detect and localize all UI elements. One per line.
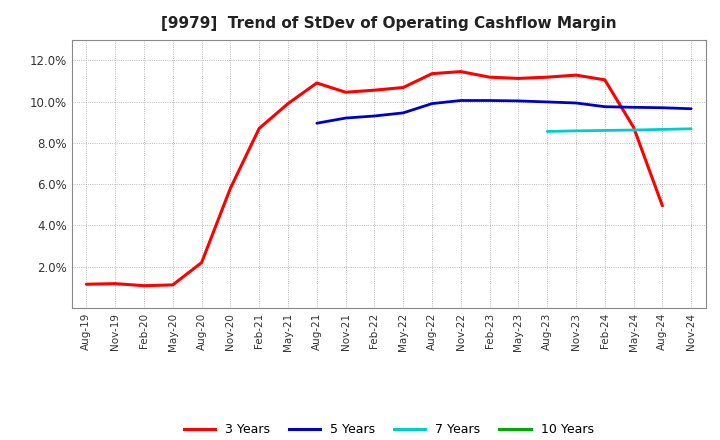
Legend: 3 Years, 5 Years, 7 Years, 10 Years: 3 Years, 5 Years, 7 Years, 10 Years	[179, 418, 598, 440]
Title: [9979]  Trend of StDev of Operating Cashflow Margin: [9979] Trend of StDev of Operating Cashf…	[161, 16, 616, 32]
